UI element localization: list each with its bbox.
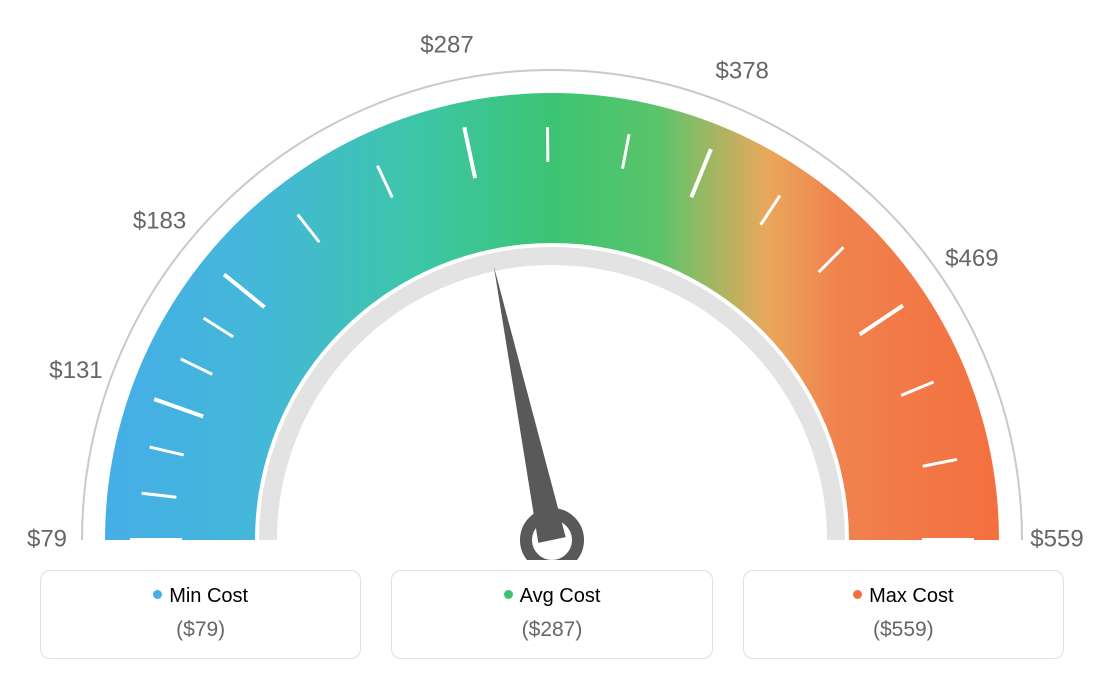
- legend-title-text: Avg Cost: [520, 585, 601, 607]
- legend-row: Min Cost ($79) Avg Cost ($287) Max Cost …: [0, 570, 1104, 659]
- gauge-chart: $79 $131 $183 $287 $378 $469 $559: [0, 0, 1104, 560]
- legend-value: ($79): [41, 618, 360, 642]
- svg-text:$469: $469: [945, 245, 998, 272]
- legend-title: Avg Cost: [392, 585, 711, 608]
- legend-dot-icon: [153, 590, 162, 599]
- legend-card-min: Min Cost ($79): [40, 570, 361, 659]
- legend-title: Max Cost: [744, 585, 1063, 608]
- legend-title-text: Min Cost: [169, 585, 248, 607]
- svg-text:$131: $131: [49, 357, 102, 384]
- legend-title-text: Max Cost: [869, 585, 953, 607]
- legend-dot-icon: [504, 590, 513, 599]
- svg-text:$183: $183: [133, 208, 186, 235]
- legend-card-max: Max Cost ($559): [743, 570, 1064, 659]
- svg-text:$559: $559: [1030, 525, 1083, 552]
- legend-card-avg: Avg Cost ($287): [391, 570, 712, 659]
- svg-text:$287: $287: [420, 31, 473, 58]
- legend-value: ($559): [744, 618, 1063, 642]
- svg-text:$378: $378: [716, 58, 769, 85]
- legend-title: Min Cost: [41, 585, 360, 608]
- gauge-svg: $79 $131 $183 $287 $378 $469 $559: [0, 0, 1104, 560]
- svg-text:$79: $79: [27, 525, 67, 552]
- legend-value: ($287): [392, 618, 711, 642]
- legend-dot-icon: [853, 590, 862, 599]
